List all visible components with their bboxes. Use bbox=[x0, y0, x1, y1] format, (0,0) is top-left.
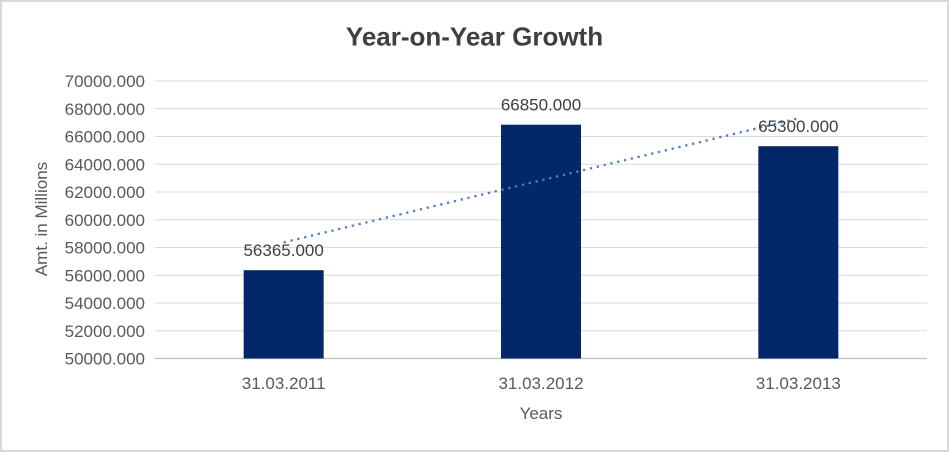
y-tick-label: 50000.000 bbox=[65, 350, 145, 369]
bar bbox=[501, 124, 581, 359]
y-tick-label: 62000.000 bbox=[65, 183, 145, 202]
x-tick-label: 31.03.2013 bbox=[756, 374, 841, 393]
data-label: 65300.000 bbox=[758, 117, 838, 136]
x-tick-label: 31.03.2012 bbox=[498, 374, 583, 393]
y-tick-label: 54000.000 bbox=[65, 294, 145, 313]
x-tick-label: 31.03.2011 bbox=[242, 374, 326, 393]
y-tick-label: 66000.000 bbox=[65, 128, 145, 147]
data-label: 66850.000 bbox=[501, 96, 581, 115]
bar bbox=[243, 270, 324, 359]
y-tick-label: 56000.000 bbox=[65, 266, 145, 285]
bar bbox=[758, 146, 839, 359]
x-axis-title: Years bbox=[519, 404, 563, 423]
y-tick-label: 58000.000 bbox=[65, 239, 145, 258]
trendline bbox=[283, 117, 799, 244]
y-tick-label: 70000.000 bbox=[65, 72, 145, 91]
y-axis-title: Amt. in Millions bbox=[32, 161, 51, 277]
data-label: 56365.000 bbox=[243, 241, 323, 260]
y-tick-label: 52000.000 bbox=[65, 322, 145, 341]
y-tick-label: 60000.000 bbox=[65, 211, 145, 230]
y-tick-label: 64000.000 bbox=[65, 155, 145, 174]
y-tick-label: 68000.000 bbox=[65, 100, 145, 119]
chart-title: Year-on-Year Growth bbox=[345, 21, 604, 52]
